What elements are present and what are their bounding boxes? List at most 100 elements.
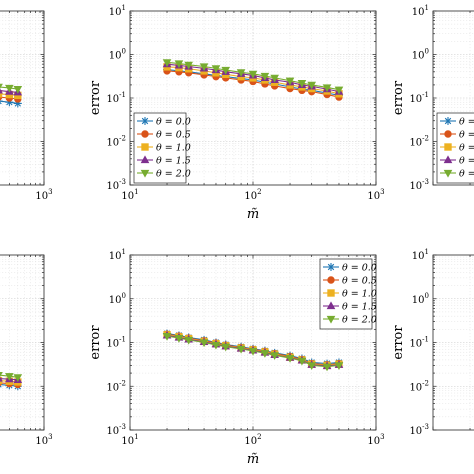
data-point bbox=[322, 363, 332, 372]
data-point bbox=[5, 98, 14, 107]
data-point bbox=[162, 59, 172, 67]
legend-entry-label: θ = 0.0 bbox=[459, 117, 474, 128]
data-point bbox=[0, 371, 3, 378]
data-point bbox=[0, 83, 3, 89]
y-tick-label: 10-1 bbox=[106, 336, 126, 350]
y-tick-label: 10-3 bbox=[409, 178, 429, 192]
series-group bbox=[162, 329, 344, 372]
chart-panel-top-center: 101 102 103 10-3 10-2 10-1 100 101 m̃ error θ = 0.… bbox=[88, 4, 385, 222]
data-point bbox=[285, 354, 295, 363]
legend-entry-label: θ = 1.5 bbox=[342, 302, 377, 313]
data-point bbox=[174, 60, 184, 69]
legend-entry-label: θ = 0.0 bbox=[342, 263, 377, 274]
legend-entry-label: θ = 0.5 bbox=[459, 130, 474, 141]
x-tick-label: 101 bbox=[121, 433, 138, 447]
chart-panel-bottom-center: 101 102 103 10-3 10-2 10-1 100 101 m̃ error θ = 0.… bbox=[88, 248, 385, 467]
data-point bbox=[5, 373, 14, 381]
legend-marker bbox=[444, 130, 452, 138]
legend-box bbox=[436, 112, 474, 184]
data-point bbox=[0, 88, 3, 94]
data-point bbox=[260, 350, 270, 358]
legend-marker bbox=[327, 276, 335, 284]
data-point bbox=[0, 376, 3, 382]
y-axis-label: error bbox=[391, 325, 406, 360]
y-tick-label: 101 bbox=[412, 248, 429, 262]
data-point bbox=[334, 86, 344, 95]
data-point bbox=[248, 70, 258, 79]
y-tick-label: 10-2 bbox=[106, 379, 126, 393]
legend-marker bbox=[326, 315, 336, 324]
data-point bbox=[184, 336, 193, 345]
legend-entry-label: θ = 1.0 bbox=[342, 289, 377, 300]
y-tick-label: 10-2 bbox=[409, 379, 429, 393]
data-point bbox=[5, 84, 14, 93]
legend-marker bbox=[444, 143, 452, 151]
legend-marker bbox=[443, 169, 453, 178]
data-point bbox=[297, 80, 307, 88]
y-tick-label: 100 bbox=[109, 292, 126, 306]
data-point bbox=[297, 357, 307, 366]
data-point bbox=[221, 343, 231, 352]
y-tick-label: 10-3 bbox=[106, 423, 126, 437]
y-tick-label: 10-3 bbox=[409, 423, 429, 437]
y-tick-label: 100 bbox=[109, 48, 126, 62]
x-tick-label: 103 bbox=[367, 433, 384, 447]
legend-marker bbox=[140, 169, 150, 178]
legend: θ = 0.0 θ = 0.5 θ = 1.0 θ = 1.5 θ = 2.0 bbox=[133, 112, 191, 184]
data-point bbox=[236, 69, 246, 77]
y-tick-label: 10-1 bbox=[106, 91, 126, 105]
data-point bbox=[13, 99, 22, 108]
x-tick-label: 101 bbox=[121, 188, 138, 202]
y-axis-label: error bbox=[88, 325, 103, 360]
legend-entry-label: θ = 2.0 bbox=[342, 315, 377, 326]
legend-entry-label: θ = 0.5 bbox=[342, 276, 377, 287]
series-group bbox=[0, 83, 23, 108]
y-tick-label: 101 bbox=[412, 4, 429, 18]
legend-marker bbox=[327, 289, 335, 297]
legend-entry-label: θ = 1.0 bbox=[156, 143, 191, 154]
plot-area bbox=[0, 255, 44, 430]
legend-marker bbox=[141, 117, 149, 125]
y-tick-label: 101 bbox=[109, 248, 126, 262]
data-point bbox=[334, 362, 344, 370]
legend-marker bbox=[326, 301, 336, 310]
legend-entry-label: θ = 0.5 bbox=[156, 130, 191, 141]
data-point bbox=[211, 341, 221, 350]
data-point bbox=[174, 335, 184, 343]
x-tick-label: 103 bbox=[35, 188, 52, 202]
y-tick-label: 100 bbox=[412, 292, 429, 306]
data-point bbox=[162, 333, 172, 341]
y-axis-label: error bbox=[88, 80, 103, 115]
data-point bbox=[236, 345, 246, 354]
legend-entry-label: θ = 0.0 bbox=[156, 117, 191, 128]
x-tick-label: 103 bbox=[35, 433, 52, 447]
grid bbox=[433, 255, 474, 430]
y-tick-label: 10-2 bbox=[106, 135, 126, 149]
legend: θ = 0.0 θ = 0.5 θ = 1.0 θ = 1.5 θ = 2.0 bbox=[319, 258, 377, 330]
x-axis-label: m̃ bbox=[247, 207, 259, 222]
legend: θ = 0.0 θ = 0.5 θ = 1.0 θ = 1.5 θ = 2.0 bbox=[436, 112, 474, 184]
data-point bbox=[285, 77, 295, 86]
legend-entry-label: θ = 1.0 bbox=[459, 143, 474, 154]
y-tick-label: 10-2 bbox=[409, 135, 429, 149]
data-point bbox=[270, 74, 279, 83]
legend-entry-label: θ = 1.5 bbox=[459, 156, 474, 167]
data-point bbox=[211, 65, 221, 73]
y-tick-label: 10-1 bbox=[409, 91, 429, 105]
data-point bbox=[13, 86, 23, 94]
x-tick-label: 102 bbox=[244, 188, 261, 202]
legend-marker bbox=[444, 117, 452, 125]
data-point bbox=[307, 362, 316, 370]
data-point bbox=[221, 66, 231, 75]
series-group bbox=[0, 371, 23, 391]
data-point bbox=[270, 352, 279, 360]
data-point bbox=[307, 81, 316, 90]
data-point bbox=[260, 72, 270, 81]
data-point bbox=[322, 84, 332, 93]
chart-panel-top-left: 103 bbox=[0, 10, 53, 202]
chart-panel-bottom-left: 103θ = 0.0θ = 0.5θ = 1.0θ = 1.5θ = 2.0 bbox=[0, 254, 53, 447]
legend-marker bbox=[141, 130, 149, 138]
y-tick-label: 10-1 bbox=[409, 336, 429, 350]
x-tick-label: 102 bbox=[244, 433, 261, 447]
